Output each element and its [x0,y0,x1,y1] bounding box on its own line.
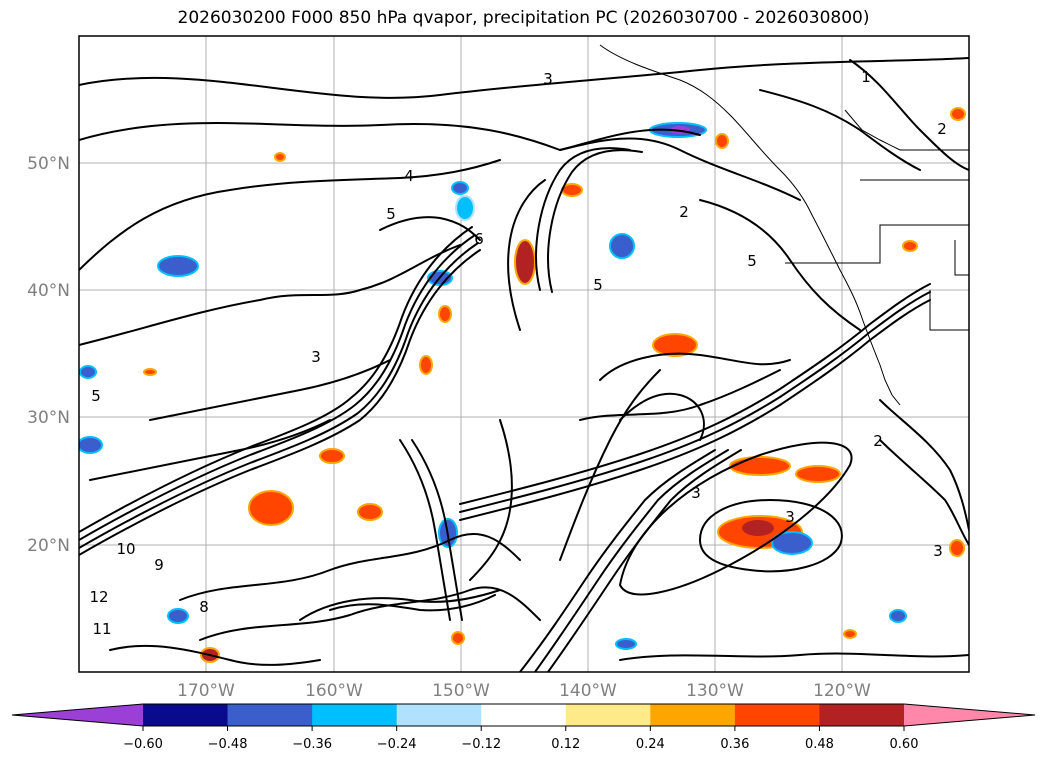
colorbar-segment [143,704,229,726]
colorbar-tick-label: −0.12 [461,737,501,752]
contour-label: 4 [404,167,414,185]
colorbar-extend-high [904,704,1035,726]
contour-label: 3 [691,484,701,502]
colorbar-segment [227,704,313,726]
contour-label: 6 [474,230,484,248]
colorbar-segment [650,704,736,726]
contour-label: 3 [785,508,795,526]
colorbar-segment [819,704,905,726]
lon-label-160w: 160°W [305,681,363,701]
map-title: 2026030200 F000 850 hPa qvapor, precipit… [177,8,870,28]
contour-label: 3 [933,542,943,560]
contour-label: 5 [747,252,757,270]
coastline [599,44,969,406]
colorbar-tick-label: −0.36 [292,737,332,752]
colorbar-tick-label: 0.48 [805,737,834,752]
colorbar-tick-label: 0.24 [636,737,665,752]
colorbar-tick-label: 0.12 [551,737,580,752]
lon-label-170w: 170°W [177,681,235,701]
colorbar-tick-label: 0.60 [890,737,919,752]
contour-label: 5 [386,205,396,223]
contour-label: 2 [679,203,689,221]
colorbar-segment [312,704,398,726]
colorbar: −0.60 −0.48 −0.36 −0.24 −0.12 0.12 0.24 0.36 0.4… [11,703,1036,752]
contour-label: 1 [861,68,871,86]
map-area [79,36,969,672]
colorbar-tick-label: −0.48 [208,737,248,752]
lon-label-150w: 150°W [432,681,490,701]
lat-label-20n: 20°N [27,536,70,556]
contour-lines [79,57,969,672]
lat-label-40n: 40°N [27,281,70,301]
contour-label: 8 [199,598,209,616]
contour-labels: 3 1 4 5 6 2 3 5 5 2 9 10 12 11 8 3 2 3 5… [89,68,946,638]
colorbar-segment [565,704,651,726]
contour-label: 12 [89,588,108,606]
contour-label: 3 [543,70,553,88]
contour-label: 11 [92,620,111,638]
lon-label-140w: 140°W [559,681,617,701]
lon-label-120w: 120°W [813,681,871,701]
lon-axis: 170°W 160°W 150°W 140°W 130°W 120°W [177,681,871,701]
colorbar-tick-label: 0.36 [720,737,749,752]
contour-label: 3 [311,348,321,366]
lon-label-130w: 130°W [686,681,744,701]
colorbar-segment [481,704,567,726]
contour-label: 9 [154,556,164,574]
contour-label: 2 [937,120,947,138]
contour-label: 5 [91,387,101,405]
lat-axis: 50°N 40°N 30°N 20°N [27,154,70,556]
colorbar-segment [396,704,482,726]
contour-label: 5 [593,276,603,294]
map-frame [78,35,970,673]
colorbar-extend-low [12,704,143,726]
lat-label-50n: 50°N [27,154,70,174]
contour-label: 2 [873,432,883,450]
colorbar-tick-label: −0.60 [123,737,163,752]
precip-shading [79,107,966,663]
colorbar-segment [734,704,820,726]
colorbar-tick-label: −0.24 [377,737,417,752]
contour-label: 10 [116,540,135,558]
lat-label-30n: 30°N [27,408,70,428]
